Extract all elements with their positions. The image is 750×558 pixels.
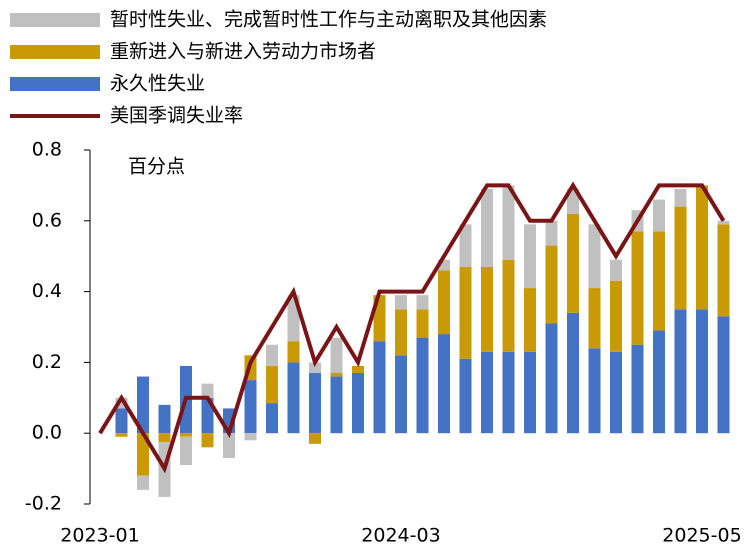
y-tick-label: 0.8 [32,139,62,161]
legend-swatch [10,45,100,59]
bar-segment [653,199,665,232]
bar-segment [180,433,192,437]
bar-segment [438,259,450,271]
bar-segment [180,436,192,466]
bar-segment [244,380,257,434]
bar-segment [309,373,321,434]
bar-segment [459,224,472,267]
bar-segment [201,433,214,448]
legend-swatch [10,13,100,27]
bar-segment [481,188,493,267]
bar-segment [653,231,665,331]
bar-segment [416,295,429,310]
bar-segment [330,337,343,374]
x-tick-label: 2025-05 [662,525,741,547]
bar-segment [610,280,622,352]
bar-segment [717,220,730,225]
bar-segment [395,309,407,356]
bar-segment [158,433,171,443]
bar-segment [244,433,257,441]
y-tick-label: 0.0 [32,422,62,444]
bar-segment [674,188,687,207]
bar-segment [309,362,321,374]
bar-segment [588,288,601,349]
bar-segment [610,259,622,281]
bar-segment [631,344,644,434]
line [98,181,726,474]
bar-segment [696,309,708,434]
bar-segment [481,351,493,434]
bar-segment [438,270,450,335]
bar-segment [481,266,493,352]
bar-segment [717,224,730,317]
x-tick-label: 2024-03 [361,525,440,547]
bar-segment [137,433,149,476]
bar-segment [502,351,515,434]
bar-segment [330,373,343,377]
bar-segment [266,344,278,366]
bar-segment [287,341,300,363]
legend-label: 暂时性失业、完成暂时性工作与主动离职及其他因素 [110,9,547,31]
bar-segment [330,376,343,434]
bar-segment [158,404,171,434]
bar-segment [352,373,364,434]
bar-segment [459,358,472,434]
bar-segment [653,330,665,434]
y-tick-label: 0.4 [32,280,62,302]
bar-segment [567,213,579,313]
y-tick-label: -0.2 [25,493,62,515]
bar-segment [266,365,278,404]
bar-segment [588,348,601,434]
bar-segment [201,383,214,398]
bar-segment [567,188,579,214]
bar-segment [459,266,472,359]
x-tick-label: 2023-01 [60,525,139,547]
bar-segment [287,362,300,434]
bar-segment [352,365,364,374]
bar-segment [115,408,128,434]
legend-label: 美国季调失业率 [110,105,243,127]
bar-segment [115,433,128,437]
bar-segment [309,433,321,444]
legend-label: 重新进入与新进入劳动力市场者 [110,41,376,63]
legend-swatch [10,77,100,91]
legend-label: 永久性失业 [110,73,205,95]
bar-segment [438,334,450,434]
bar-segment [373,341,386,434]
bar-segment [610,351,622,434]
bar-segment [567,312,579,434]
bar-segment [674,206,687,310]
bar-segment [395,355,407,434]
y-tick-label: 0.2 [32,351,62,373]
bar-segment [223,433,235,458]
bar-segment [545,323,558,434]
bar-segment [266,403,278,434]
bar-segment [137,475,149,490]
bar-segment [631,231,644,345]
bar-segment [137,376,149,434]
bar-segment [545,245,558,324]
bar-segment [502,259,515,352]
bar-segment [201,397,214,434]
annotation: 百分点 [128,156,185,178]
bar-segment [717,316,730,434]
bar-segment [524,288,536,352]
bar-segment [115,397,128,409]
bar-segment [416,309,429,338]
bar-segment [696,185,708,310]
y-tick-label: 0.6 [32,209,62,231]
bar-segment [545,220,558,246]
bar-segment [416,337,429,434]
bar-segment [502,185,515,260]
bar-segment [524,351,536,434]
bar-segment [524,224,536,289]
bar-segment [674,309,687,434]
bar-segment [395,295,407,310]
bar-segment [588,224,601,289]
